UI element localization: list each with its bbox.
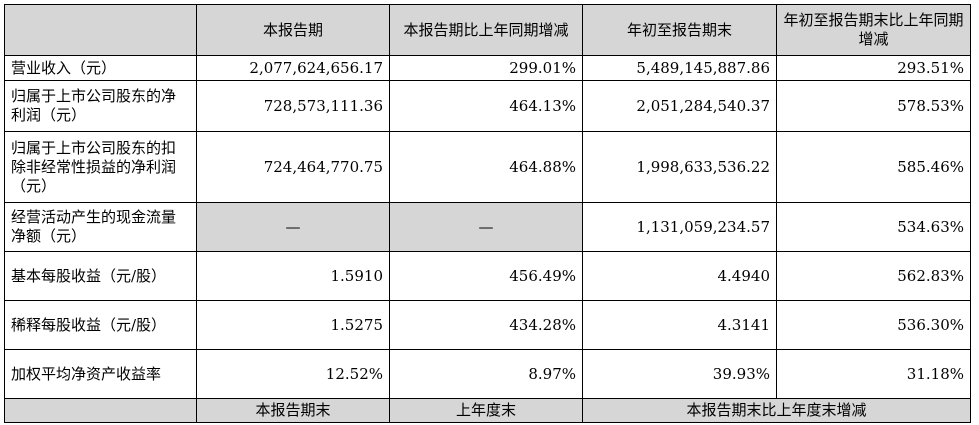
row-value: 1,998,633,536.22 xyxy=(582,131,777,203)
header-blank xyxy=(4,4,197,56)
row-value: 2,051,284,540.37 xyxy=(582,80,777,132)
financial-summary: 本报告期 本报告期比上年同期增减 年初至报告期末 年初至报告期末比上年同期增减 … xyxy=(4,4,971,423)
row-value: 578.53% xyxy=(776,80,971,132)
row-value-na: — xyxy=(196,202,390,252)
row-value: 724,464,770.75 xyxy=(196,131,390,203)
row-value: 8.97% xyxy=(389,349,583,399)
row-label: 基本每股收益（元/股） xyxy=(4,251,197,301)
header-ytd: 年初至报告期末 xyxy=(582,4,777,56)
row-value: 536.30% xyxy=(776,300,971,350)
row-value: 585.46% xyxy=(776,131,971,203)
row-value-na: — xyxy=(389,202,583,252)
header-current-period: 本报告期 xyxy=(196,4,390,56)
footer-prior-year-end: 上年度末 xyxy=(389,398,583,423)
row-value: 464.13% xyxy=(389,80,583,132)
row-value: 293.51% xyxy=(776,55,971,81)
table-row: 营业收入（元） 2,077,624,656.17 299.01% 5,489,1… xyxy=(4,55,971,81)
row-label: 经营活动产生的现金流量净额（元） xyxy=(4,202,197,252)
row-value: 4.4940 xyxy=(582,251,777,301)
footer-blank xyxy=(4,398,197,423)
row-label: 归属于上市公司股东的扣除非经常性损益的净利润（元） xyxy=(4,131,197,203)
row-value: 728,573,111.36 xyxy=(196,80,390,132)
row-label: 归属于上市公司股东的净利润（元） xyxy=(4,80,197,132)
header-row: 本报告期 本报告期比上年同期增减 年初至报告期末 年初至报告期末比上年同期增减 xyxy=(4,4,971,56)
row-value: 31.18% xyxy=(776,349,971,399)
table-row: 稀释每股收益（元/股） 1.5275 434.28% 4.3141 536.30… xyxy=(4,300,971,350)
table-row: 归属于上市公司股东的净利润（元） 728,573,111.36 464.13% … xyxy=(4,80,971,132)
row-label: 稀释每股收益（元/股） xyxy=(4,300,197,350)
row-value: 2,077,624,656.17 xyxy=(196,55,390,81)
header-ytd-yoy: 年初至报告期末比上年同期增减 xyxy=(776,4,971,56)
row-label: 加权平均净资产收益率 xyxy=(4,349,197,399)
row-value: 1.5275 xyxy=(196,300,390,350)
row-value: 534.63% xyxy=(776,202,971,252)
footer-header-row: 本报告期末 上年度末 本报告期末比上年度末增减 xyxy=(4,398,971,423)
row-value: 434.28% xyxy=(389,300,583,350)
table-row: 基本每股收益（元/股） 1.5910 456.49% 4.4940 562.83… xyxy=(4,251,971,301)
row-value: 456.49% xyxy=(389,251,583,301)
table-row: 加权平均净资产收益率 12.52% 8.97% 39.93% 31.18% xyxy=(4,349,971,399)
row-value: 299.01% xyxy=(389,55,583,81)
row-value: 562.83% xyxy=(776,251,971,301)
row-value: 464.88% xyxy=(389,131,583,203)
table-row: 归属于上市公司股东的扣除非经常性损益的净利润（元） 724,464,770.75… xyxy=(4,131,971,203)
row-value: 12.52% xyxy=(196,349,390,399)
footer-change-vs-prior-year-end: 本报告期末比上年度末增减 xyxy=(582,398,971,423)
footer-period-end: 本报告期末 xyxy=(196,398,390,423)
row-value: 1.5910 xyxy=(196,251,390,301)
table-row: 经营活动产生的现金流量净额（元） — — 1,131,059,234.57 53… xyxy=(4,202,971,252)
financial-table: 本报告期 本报告期比上年同期增减 年初至报告期末 年初至报告期末比上年同期增减 … xyxy=(4,4,971,423)
row-value: 1,131,059,234.57 xyxy=(582,202,777,252)
header-current-period-yoy: 本报告期比上年同期增减 xyxy=(389,4,583,56)
row-label: 营业收入（元） xyxy=(4,55,197,81)
row-value: 39.93% xyxy=(582,349,777,399)
row-value: 5,489,145,887.86 xyxy=(582,55,777,81)
row-value: 4.3141 xyxy=(582,300,777,350)
